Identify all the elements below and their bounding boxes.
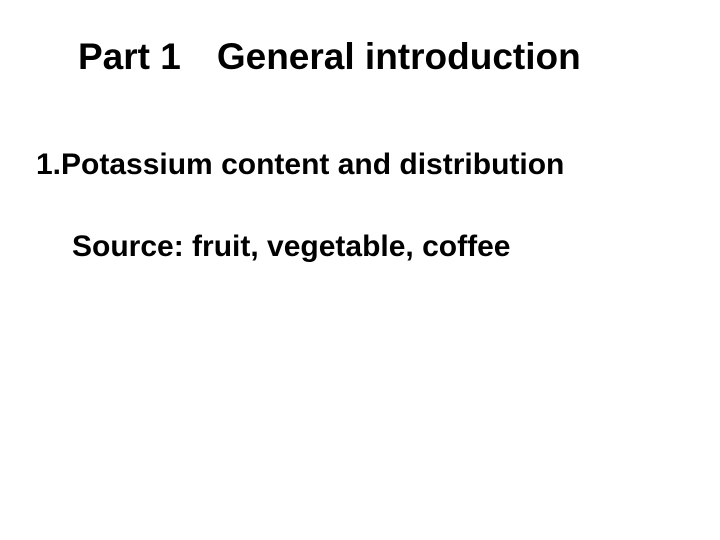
body-text: Source: fruit, vegetable, coffee [72,230,684,264]
slide-container: Part 1 General introduction 1.Potassium c… [0,0,720,540]
slide-title: Part 1 General introduction [78,36,684,78]
title-main-label: General introduction [217,36,581,77]
title-part-label: Part 1 [78,36,181,78]
section-heading: 1.Potassium content and distribution [36,148,684,182]
